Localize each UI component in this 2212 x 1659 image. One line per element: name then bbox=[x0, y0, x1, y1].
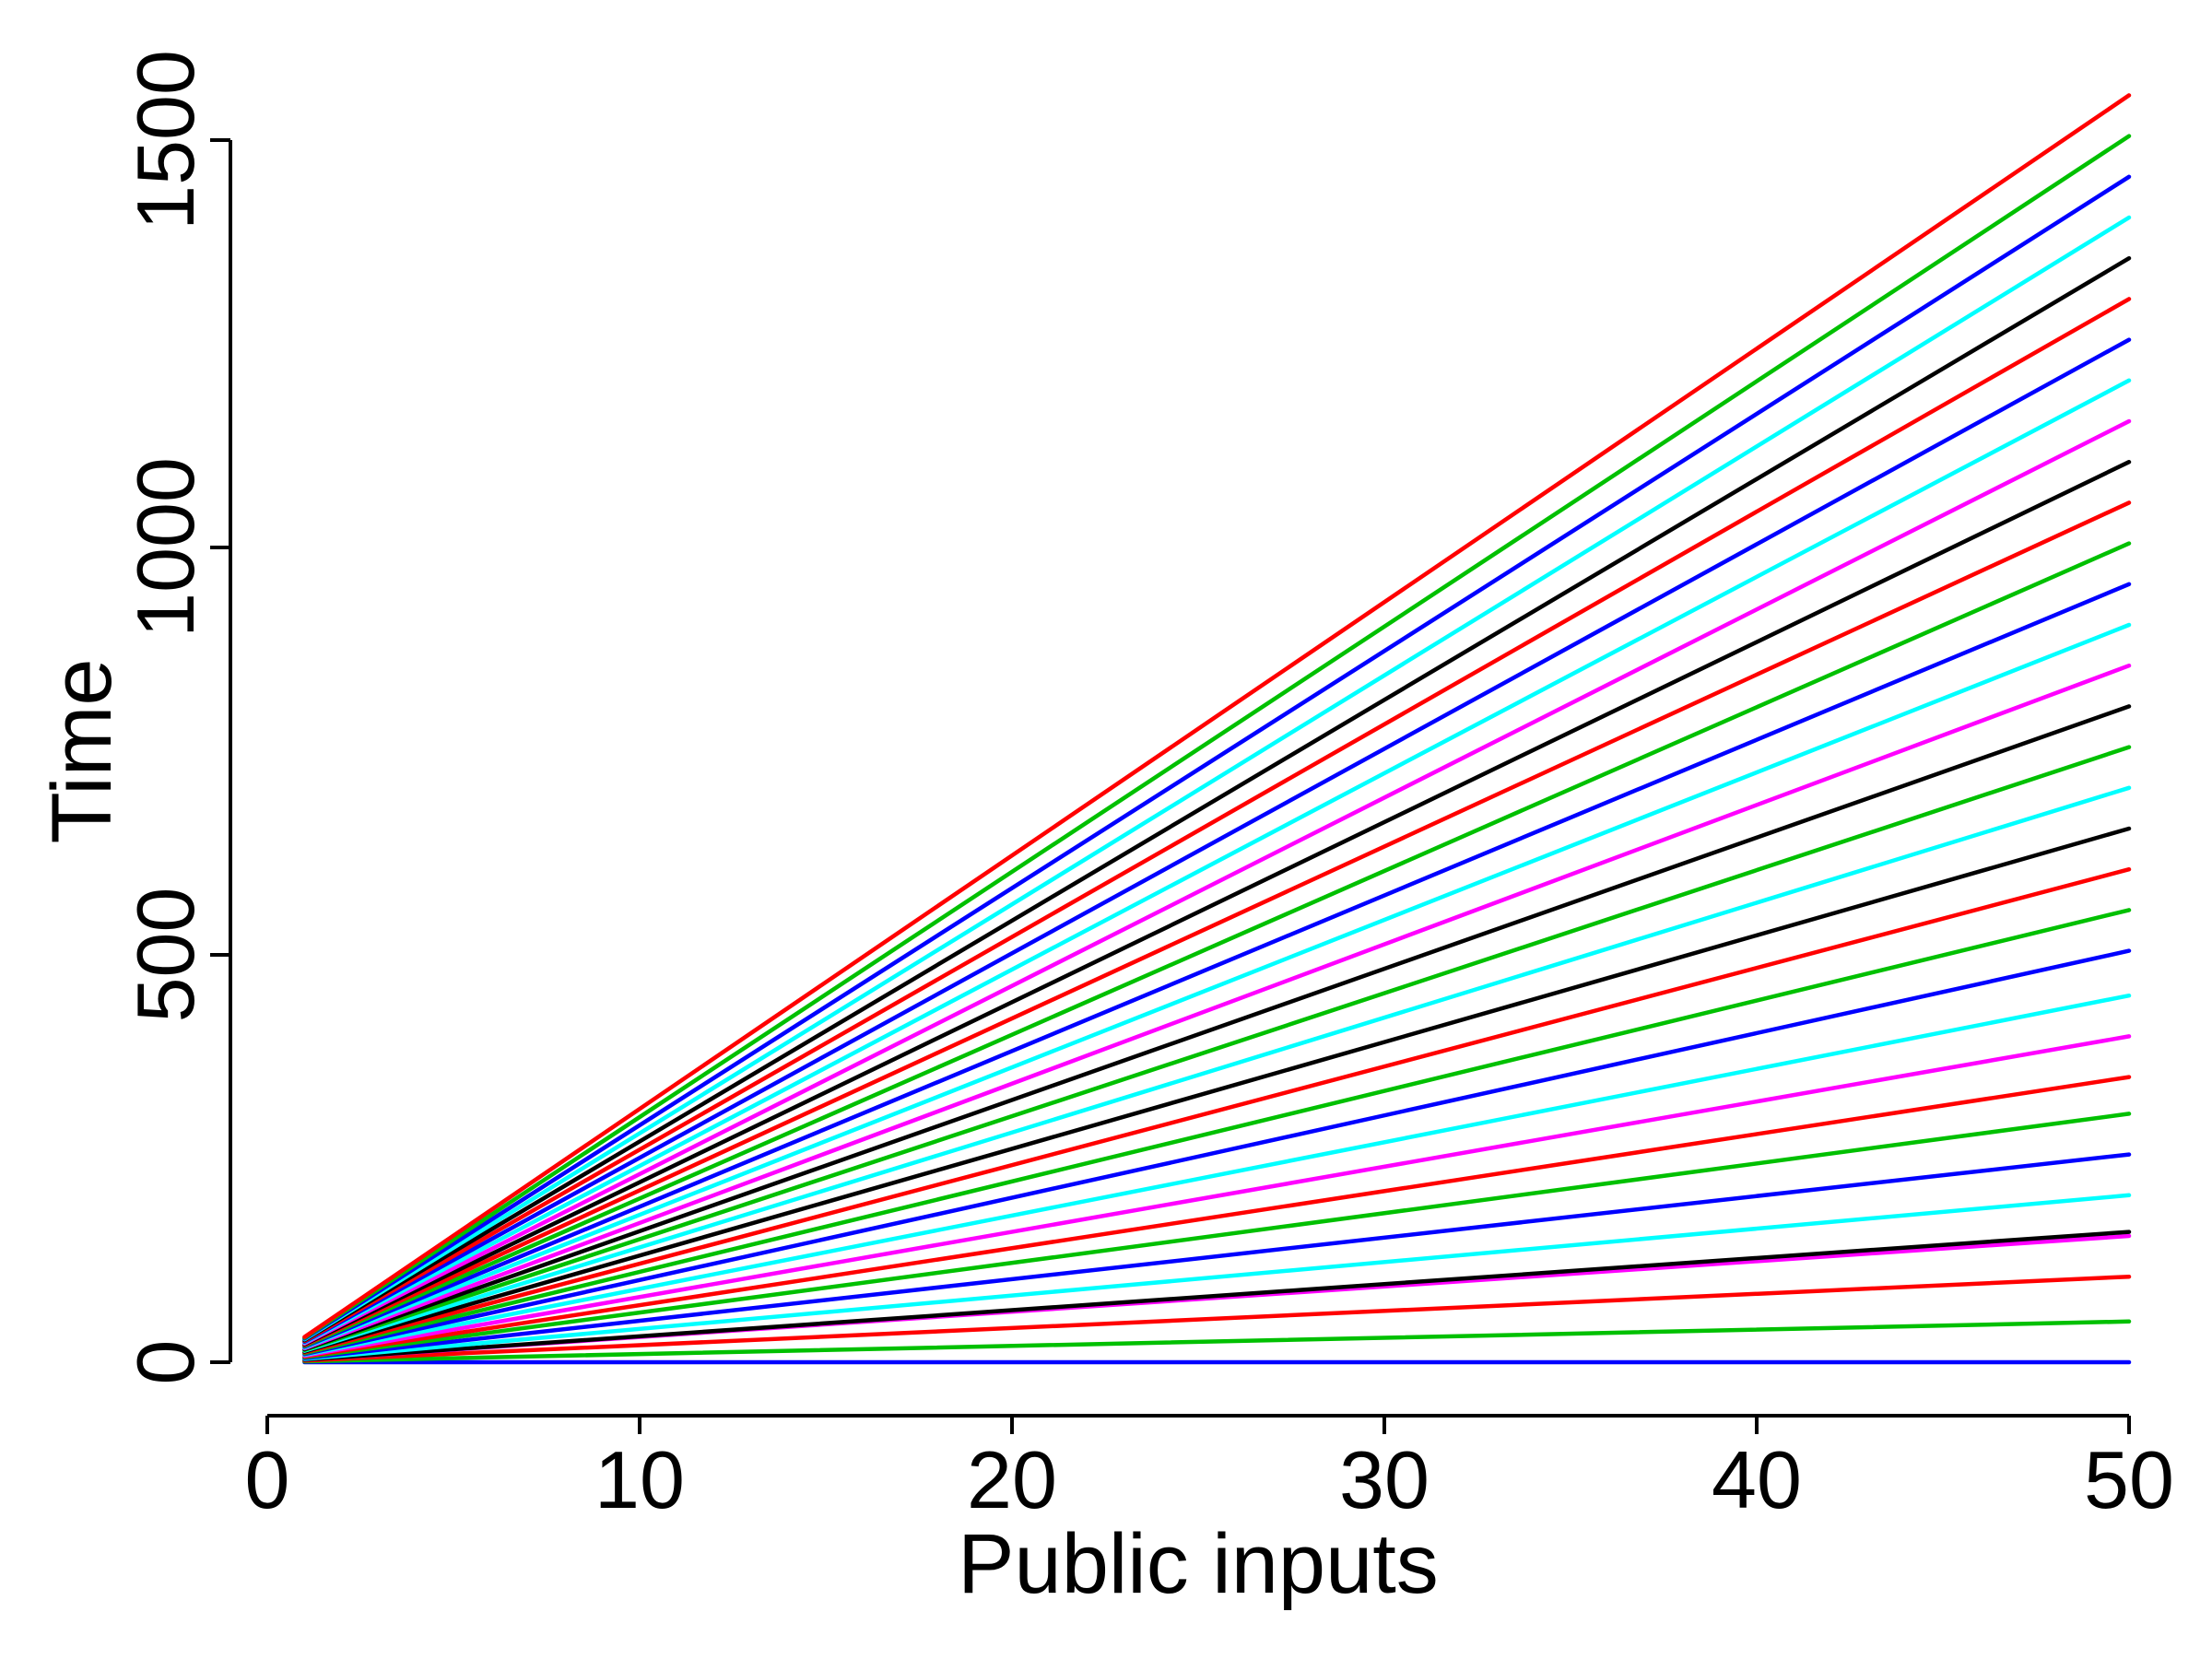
series-line-3 bbox=[302, 1274, 2132, 1363]
series-line-2 bbox=[302, 1319, 2132, 1364]
y-tick-label: 1500 bbox=[120, 50, 211, 230]
series-line-7 bbox=[302, 1152, 2132, 1360]
series-group bbox=[302, 93, 2132, 1365]
series-line-20 bbox=[302, 622, 2132, 1350]
series-line-24 bbox=[302, 459, 2132, 1347]
y-axis-ticks: 0 500 1000 1500 bbox=[120, 50, 230, 1384]
series-line-25 bbox=[302, 418, 2132, 1346]
series-line-13 bbox=[302, 908, 2132, 1356]
series-line-31 bbox=[302, 174, 2132, 1341]
x-tick-label: 20 bbox=[967, 1434, 1057, 1525]
series-line-12 bbox=[302, 948, 2132, 1357]
series-line-8 bbox=[302, 1112, 2132, 1359]
series-line-21 bbox=[302, 582, 2132, 1349]
x-tick-label: 40 bbox=[1712, 1434, 1802, 1525]
x-axis-ticks: 0 10 20 30 40 50 bbox=[245, 1416, 2174, 1525]
series-line-26 bbox=[302, 378, 2132, 1346]
y-tick-label: 500 bbox=[120, 888, 211, 1023]
x-axis-title: Public inputs bbox=[958, 1517, 1439, 1611]
series-line-11 bbox=[302, 993, 2132, 1358]
series-line-30 bbox=[302, 215, 2132, 1342]
series-line-15 bbox=[302, 826, 2132, 1354]
series-line-14 bbox=[302, 866, 2132, 1355]
series-line-17 bbox=[302, 745, 2132, 1352]
x-tick-label: 50 bbox=[2084, 1434, 2174, 1525]
series-line-23 bbox=[302, 500, 2132, 1347]
y-axis-title: Time bbox=[35, 658, 129, 843]
series-line-22 bbox=[302, 541, 2132, 1348]
series-line-9 bbox=[302, 1075, 2132, 1359]
series-line-18 bbox=[302, 704, 2132, 1352]
series-line-27 bbox=[302, 337, 2132, 1345]
series-line-32 bbox=[302, 134, 2132, 1340]
series-line-10 bbox=[302, 1034, 2132, 1359]
series-line-6 bbox=[302, 1193, 2132, 1361]
series-line-28 bbox=[302, 297, 2132, 1344]
series-line-33 bbox=[302, 93, 2132, 1339]
series-line-16 bbox=[302, 785, 2132, 1353]
y-tick-label: 0 bbox=[120, 1340, 211, 1385]
y-tick-label: 1000 bbox=[120, 457, 211, 638]
series-line-29 bbox=[302, 255, 2132, 1343]
series-line-19 bbox=[302, 663, 2132, 1351]
x-tick-label: 0 bbox=[245, 1434, 290, 1525]
x-tick-label: 10 bbox=[594, 1434, 685, 1525]
x-tick-label: 30 bbox=[1339, 1434, 1430, 1525]
series-line-5 bbox=[302, 1230, 2132, 1362]
